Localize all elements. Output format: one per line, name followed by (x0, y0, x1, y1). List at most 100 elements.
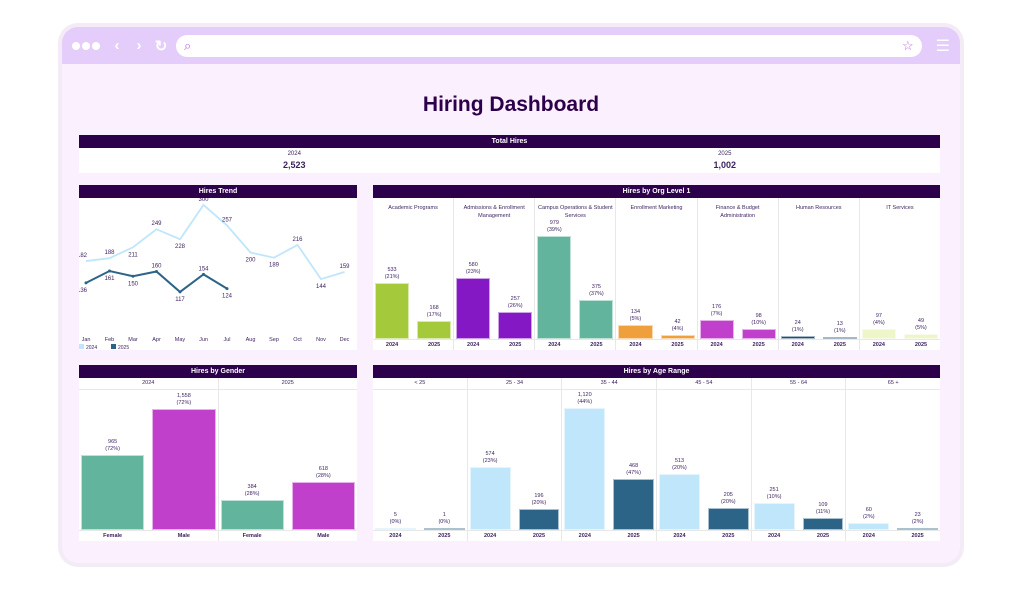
bar-column: 580 (23%) (456, 261, 491, 339)
data-point (155, 270, 158, 273)
x-tick-label: 2024 (385, 342, 399, 348)
bar-column: 251 (10%) (753, 487, 795, 530)
bar-group: 55 - 64 251 (10%) 109 (11%) 2024 2025 (750, 378, 846, 541)
gender-panel: Hires by Gender 2024 965 (72%) 1,558 (72%) Fe… (79, 365, 357, 541)
bar (822, 337, 857, 339)
data-label: 384 (28%) (245, 484, 260, 498)
bars-area: 384 (28%) 618 (28%) (218, 466, 357, 531)
reload-icon[interactable]: ↻ (154, 37, 168, 55)
bar-column: 468 (47%) (613, 463, 655, 530)
x-labels: 2024 2025 (779, 340, 859, 350)
bar (753, 502, 795, 530)
percent-label: (0%) (438, 519, 451, 525)
bar-group: 45 - 54 513 (20%) 205 (20%) 2024 2025 (656, 378, 751, 541)
bar (659, 474, 700, 530)
value-label: 533 (387, 266, 397, 273)
percent-label: (2%) (862, 514, 875, 521)
x-tick-label: Male (317, 533, 330, 539)
data-label: 200 (245, 258, 256, 264)
bar (537, 236, 572, 339)
back-icon[interactable]: ‹ (114, 37, 120, 54)
bar (579, 299, 614, 339)
x-labels: 2024 2025 (752, 531, 846, 541)
percent-label: (10%) (766, 493, 782, 500)
x-tick-label: Jan (82, 337, 91, 343)
bar-column: 5 (0%) (375, 512, 416, 530)
percent-label: (23%) (482, 458, 498, 465)
bar (456, 277, 491, 339)
x-labels: 2024 2025 (657, 531, 751, 541)
bar (291, 482, 355, 530)
percent-label: (28%) (244, 491, 260, 498)
bar-column: 205 (20%) (707, 491, 749, 530)
search-icon: ⌕ (184, 37, 192, 53)
data-label: 182 (79, 253, 88, 259)
group-label: 2025 (218, 378, 357, 390)
data-label: 176 (7%) (711, 304, 723, 318)
menu-icon[interactable]: ☰ (935, 37, 950, 55)
data-label: 97 (4%) (873, 313, 885, 327)
bar (741, 328, 776, 339)
data-point (178, 290, 182, 294)
x-tick-label: 2025 (438, 533, 451, 539)
bar (707, 507, 749, 530)
bar-column: 98 (10%) (741, 313, 776, 339)
value-label: 979 (549, 220, 559, 226)
value-label: 1,558 (176, 393, 191, 399)
bar (220, 500, 284, 530)
x-tick-label: 2024 (862, 533, 875, 539)
percent-label: (1%) (834, 328, 846, 334)
bar (417, 321, 452, 339)
percent-label: (47%) (626, 470, 641, 477)
x-tick-label: 2024 (767, 533, 781, 539)
data-point (108, 269, 111, 273)
bar-column: 109 (11%) (802, 502, 844, 530)
bar-column: 618 (28%) (291, 466, 355, 530)
bars-area: 24 (1%) 13 (1%) (778, 320, 859, 340)
data-label: 979 (39%) (547, 220, 562, 234)
data-label: 23 (2%) (912, 512, 924, 526)
forward-icon[interactable]: › (136, 37, 142, 54)
value-label: 375 (591, 283, 601, 290)
x-tick-label: 2024 (467, 342, 480, 348)
bar-group: Campus Operations & Student Services 979(… (534, 198, 616, 350)
x-labels: 2024 2025 (846, 531, 940, 541)
address-bar[interactable]: ⌕ ☆ (176, 34, 922, 57)
percent-label: (4%) (671, 325, 684, 332)
x-labels: 2024 2025 (860, 340, 940, 350)
percent-label: (0%) (389, 519, 402, 525)
bar (423, 528, 465, 530)
browser-window: ‹ › ↻ ⌕ ☆ ☰ Hiring Dashboard Total Hires… (62, 27, 960, 563)
bars-area: 60 (2%) 23 (2%) (846, 507, 941, 531)
percent-label: (72%) (176, 400, 192, 406)
data-label: 228 (175, 244, 186, 250)
percent-label: (21%) (384, 273, 400, 280)
bar (848, 523, 890, 530)
percent-label: (4%) (873, 319, 885, 326)
browser-toolbar: ‹ › ↻ ⌕ ☆ ☰ (62, 27, 960, 64)
group-label: Admissions & Enrollment Management (463, 205, 525, 219)
legend-swatch (111, 344, 116, 349)
value-label: 580 (468, 261, 478, 268)
bar-column: 375 (37%) (579, 283, 614, 339)
data-label: 5 (0%) (390, 512, 402, 526)
value-label: 13 (836, 321, 843, 327)
value-label: 205 (723, 491, 733, 498)
bar-column: 60 (2%) (848, 507, 890, 530)
group-label: Human Resources (796, 205, 842, 211)
percent-label: (72%) (105, 446, 120, 453)
bar (699, 320, 734, 339)
star-icon[interactable]: ☆ (902, 37, 914, 53)
total-2024: 2024 2,523 (79, 148, 510, 170)
x-tick-label: 2025 (911, 533, 924, 539)
data-label: 211 (128, 252, 138, 258)
bars-area: 5 (0%) 1 (0%) (373, 512, 467, 531)
bar (518, 508, 560, 530)
data-label: 300 (198, 198, 209, 203)
bar (498, 311, 533, 339)
bar-group: Finance & Budget Administration 176 (7%) 98… (696, 198, 778, 350)
value-label: 196 (534, 492, 544, 499)
legend-swatch (79, 344, 84, 349)
data-point (225, 287, 229, 291)
bar-column: 176 (7%) (699, 304, 734, 339)
